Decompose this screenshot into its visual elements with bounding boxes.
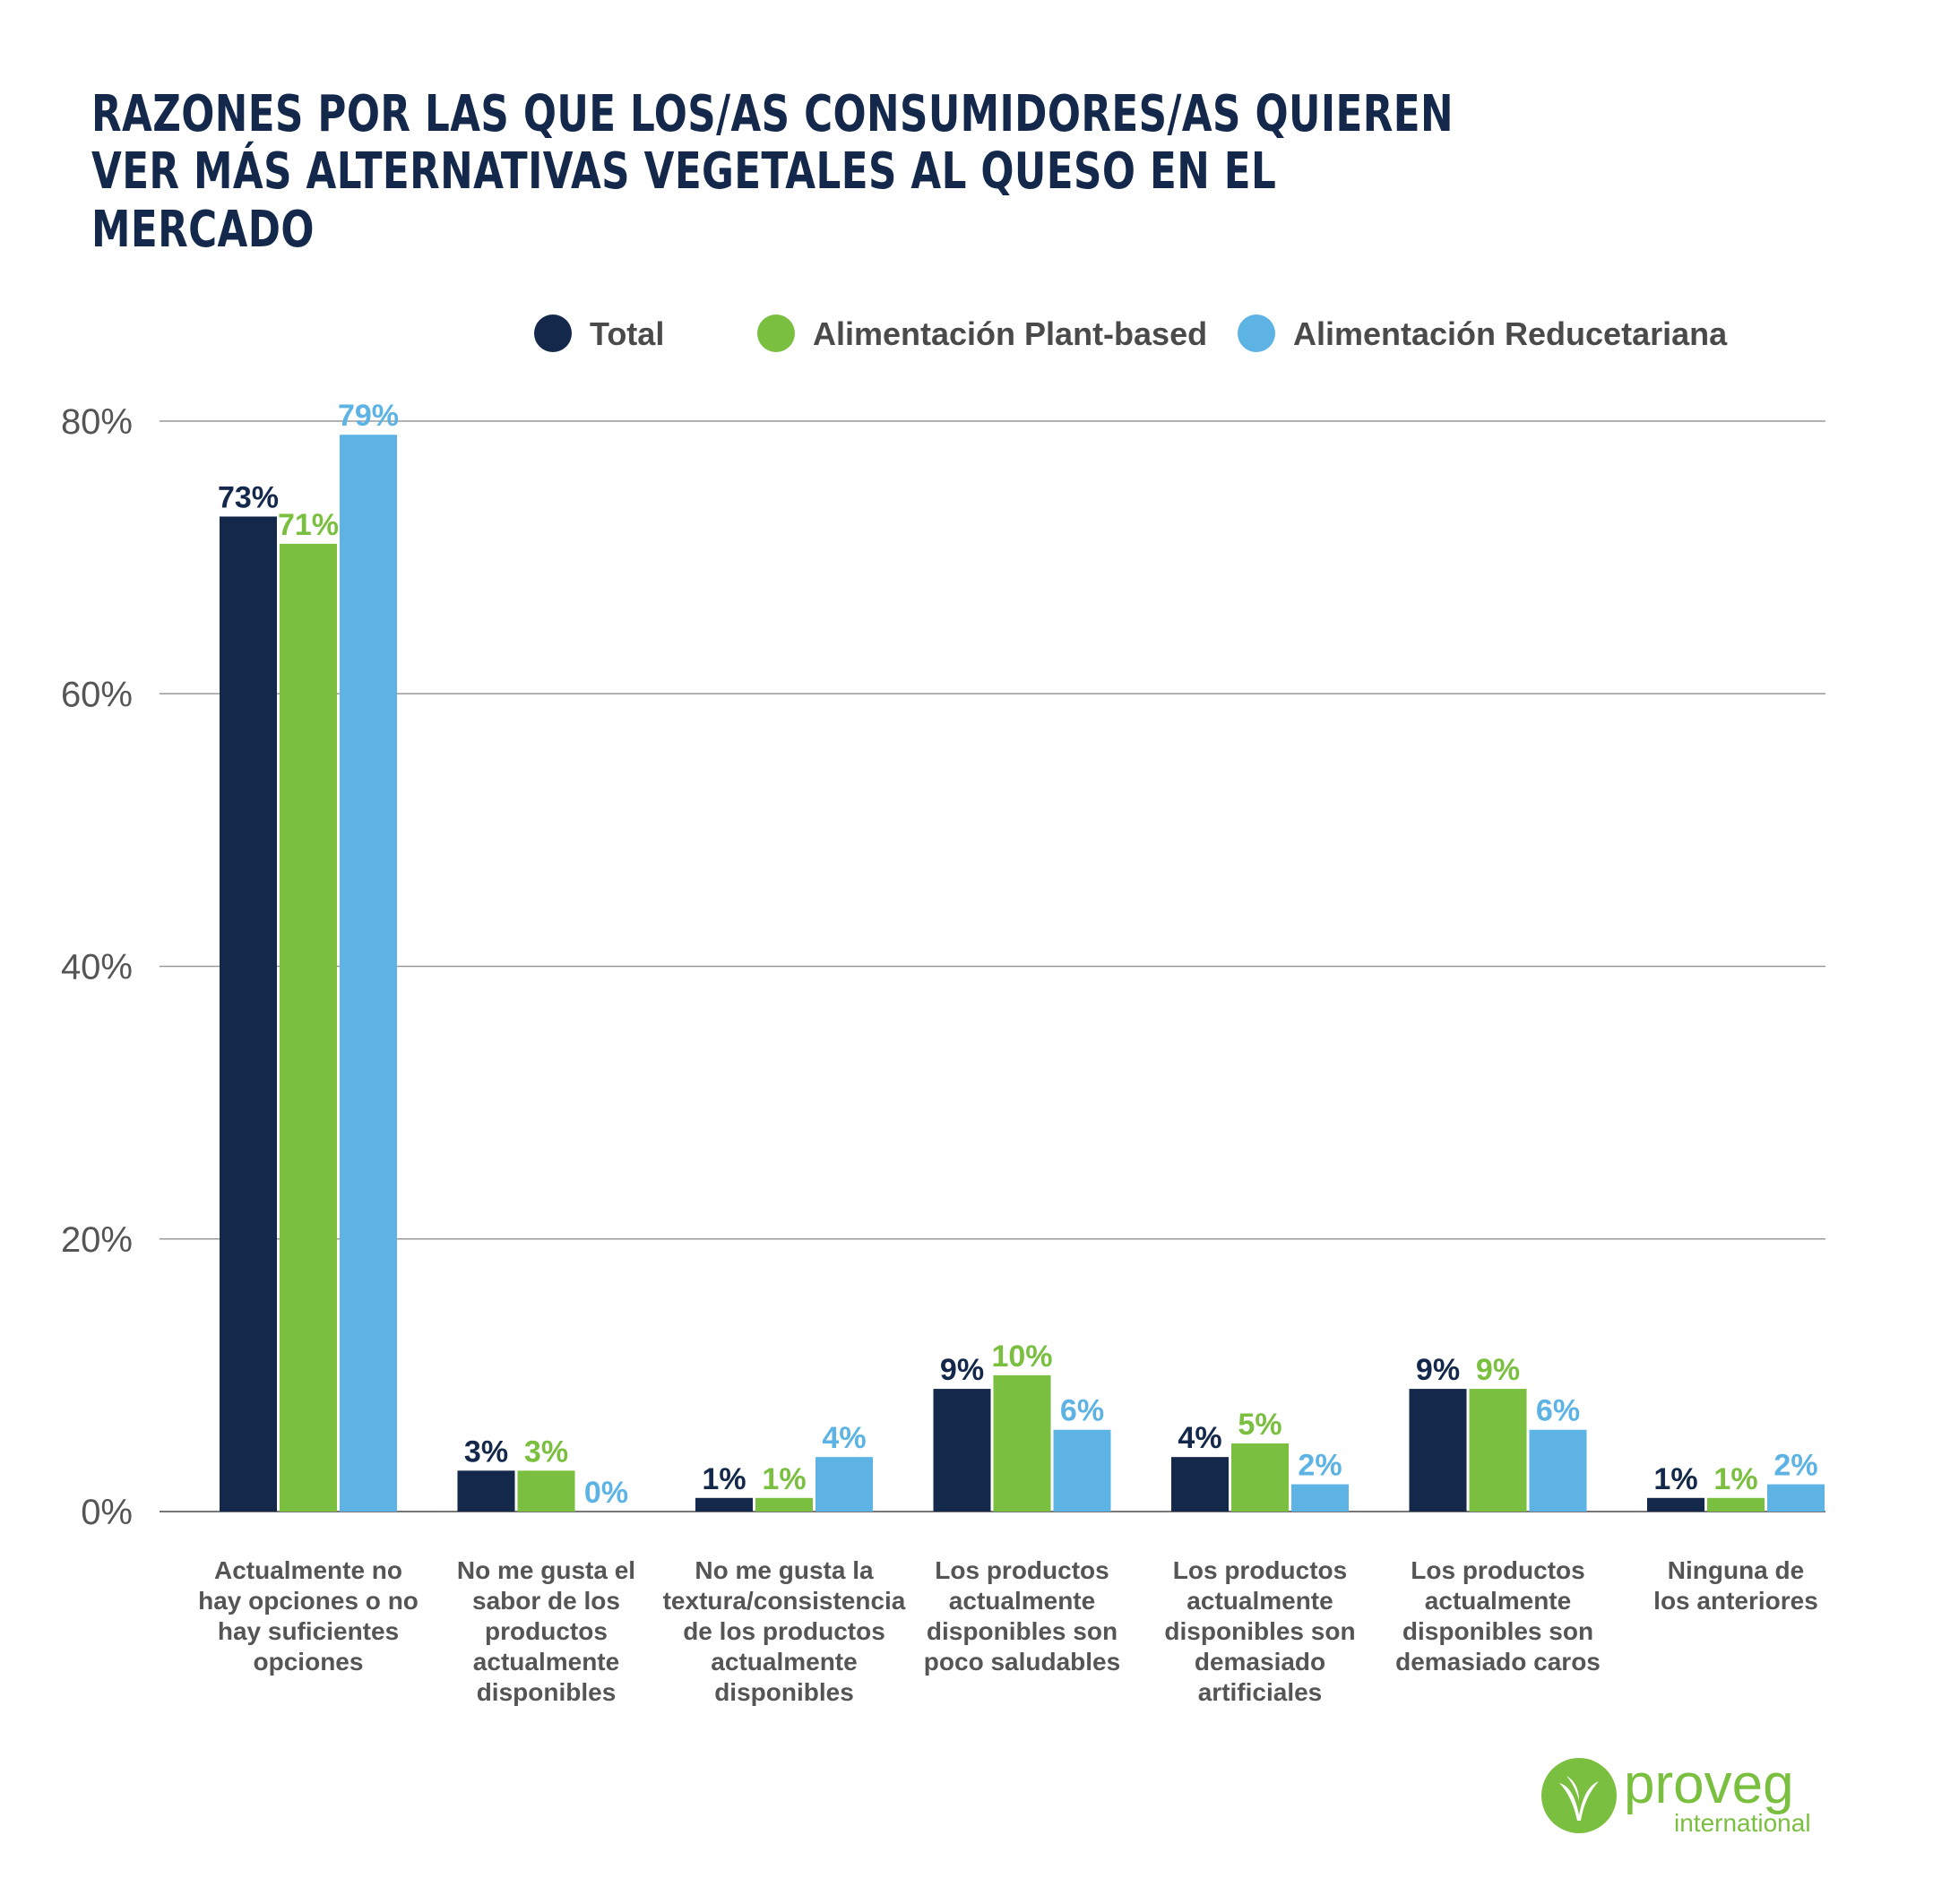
category-label-line: actualmente (1187, 1587, 1333, 1615)
value-label: 4% (822, 1421, 866, 1455)
value-label: 10% (991, 1340, 1052, 1374)
bar (695, 1497, 753, 1512)
legend-label: Alimentación Reducetariana (1293, 315, 1728, 352)
category-label-line: poco saludables (924, 1648, 1120, 1676)
category-label-line: sabor de los (472, 1587, 620, 1615)
category-label-line: opciones (254, 1648, 364, 1676)
value-label: 73% (218, 480, 279, 514)
category-label-line: Ninguna de (1668, 1556, 1804, 1584)
category-label: Ninguna de los anteriores (1653, 1556, 1818, 1615)
bar (755, 1497, 813, 1512)
y-tick-label: 80% (61, 402, 133, 442)
category-label-line: hay suficientes (218, 1617, 399, 1645)
bar (1767, 1484, 1825, 1512)
legend-label: Total (590, 315, 664, 352)
category-label: No me gusta el sabor de los productos actua… (457, 1556, 635, 1706)
bar (1231, 1443, 1289, 1512)
value-label: 9% (1476, 1353, 1520, 1387)
value-label: 2% (1298, 1449, 1342, 1483)
value-label: 79% (338, 399, 399, 433)
logo-wordmark: proveg (1624, 1756, 1794, 1815)
y-tick-label: 60% (61, 675, 133, 714)
value-label: 4% (1178, 1421, 1221, 1455)
category-label-line: No me gusta el (457, 1556, 635, 1584)
category-label-line: actualmente (473, 1648, 619, 1676)
value-label: 9% (1416, 1353, 1460, 1387)
category-label-line: hay opciones o no (198, 1587, 419, 1615)
legend: Total Alimentación Plant-based Alimentació… (534, 314, 1728, 352)
bar (517, 1470, 575, 1512)
bar (1529, 1429, 1587, 1512)
logo-subtitle: international (1674, 1809, 1811, 1837)
category-label-line: Los productos (1411, 1556, 1584, 1584)
y-tick-label: 40% (61, 948, 133, 987)
bar (1647, 1497, 1704, 1512)
bar (220, 516, 277, 1512)
value-label: 1% (702, 1462, 746, 1496)
category-label-line: Actualmente no (214, 1556, 402, 1584)
bar (815, 1457, 873, 1512)
value-label: 6% (1060, 1394, 1104, 1428)
legend-label: Alimentación Plant-based (813, 315, 1207, 352)
value-label: 2% (1773, 1449, 1817, 1483)
logo-leaf-icon (1541, 1758, 1617, 1833)
category-label-line: textura/consistencia (663, 1587, 906, 1615)
value-label: 3% (524, 1434, 568, 1469)
category-label-line: Los productos (1173, 1556, 1347, 1584)
legend-swatch (757, 314, 795, 352)
bar (1053, 1429, 1111, 1512)
category-label: Los productos actualmente disponibles son p… (924, 1556, 1120, 1676)
legend-swatch (1238, 314, 1275, 352)
category-label-line: disponibles (477, 1678, 617, 1706)
bar (1291, 1484, 1349, 1512)
category-label-line: demasiado (1195, 1648, 1325, 1676)
value-label: 1% (1713, 1462, 1757, 1496)
value-label: 5% (1238, 1408, 1281, 1442)
category-label-line: demasiado caros (1395, 1648, 1601, 1676)
value-label: 9% (940, 1353, 984, 1387)
bar (340, 435, 397, 1512)
category-label-line: productos (485, 1617, 608, 1645)
bar (1707, 1497, 1765, 1512)
bars (220, 435, 1825, 1512)
category-label-line: artificiales (1198, 1678, 1323, 1706)
value-label: 0% (584, 1476, 628, 1510)
bar (1171, 1457, 1229, 1512)
category-label: Los productos actualmente disponibles son d… (1395, 1556, 1601, 1676)
value-label: 1% (1653, 1462, 1697, 1496)
x-axis-labels: Actualmente no hay opciones o no hay sufic… (198, 1556, 1818, 1706)
value-label: 3% (464, 1434, 508, 1469)
legend-swatch (534, 314, 572, 352)
category-label-line: disponibles (714, 1678, 854, 1706)
value-label: 1% (762, 1462, 806, 1496)
category-label-line: actualmente (711, 1648, 857, 1676)
category-label-line: los anteriores (1653, 1587, 1818, 1615)
value-label: 71% (278, 508, 339, 542)
value-labels: 73%71%79%3% 3%0% 1% 1%4%9% 10%6%4% 5%2%9% 9%6%… (218, 399, 1818, 1510)
value-label: 6% (1536, 1394, 1580, 1428)
category-label-line: actualmente (1425, 1587, 1571, 1615)
category-label: No me gusta la textura/consistencia de los… (663, 1556, 906, 1706)
bar (457, 1470, 515, 1512)
y-tick-label: 0% (81, 1493, 133, 1532)
category-label-line: No me gusta la (695, 1556, 874, 1584)
category-label: Actualmente no hay opciones o no hay sufic… (198, 1556, 419, 1676)
proveg-logo: proveg international (1541, 1756, 1811, 1837)
y-axis: 0% 20% 40% 60% 80% (61, 402, 133, 1532)
bar (1409, 1389, 1467, 1512)
bar (1469, 1389, 1527, 1512)
category-label: Los productos actualmente disponibles son d… (1164, 1556, 1355, 1706)
bar (280, 543, 337, 1512)
category-label-line: disponibles son (1402, 1617, 1593, 1645)
category-label-line: actualmente (949, 1587, 1095, 1615)
bar (993, 1374, 1051, 1512)
y-tick-label: 20% (61, 1220, 133, 1260)
category-label-line: de los productos (683, 1617, 885, 1645)
chart-title: RAZONES POR LAS QUE LOS/AS CONSUMIDORES/… (91, 85, 1454, 259)
bar (933, 1389, 991, 1512)
category-label-line: Los productos (935, 1556, 1109, 1584)
category-label-line: disponibles son (927, 1617, 1118, 1645)
category-label-line: disponibles son (1164, 1617, 1355, 1645)
